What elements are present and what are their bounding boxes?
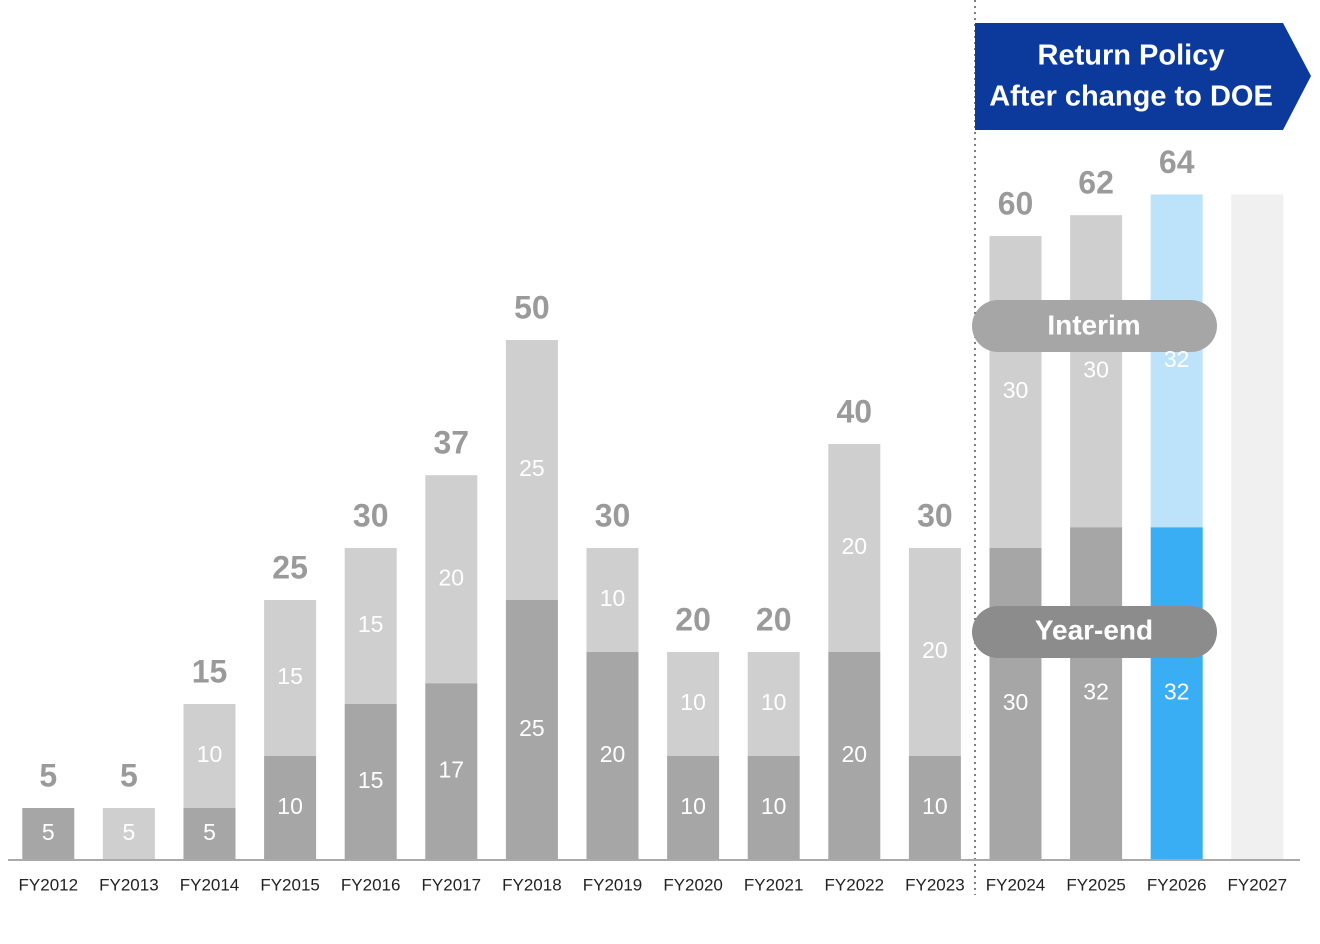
- x-tick-label: FY2021: [744, 875, 804, 894]
- x-tick-label: FY2013: [99, 875, 159, 894]
- segment-label: 20: [842, 533, 868, 559]
- bar-segment: [22, 808, 75, 860]
- total-label: 30: [595, 497, 631, 533]
- segment-label: 20: [922, 637, 948, 663]
- segment-label: 10: [680, 689, 706, 715]
- segment-label: 10: [197, 741, 223, 767]
- segment-label: 15: [358, 611, 384, 637]
- total-label: 20: [675, 601, 711, 637]
- segment-label: 30: [1083, 356, 1109, 382]
- bar-segment: [505, 340, 558, 600]
- x-tick-label: FY2018: [502, 875, 562, 894]
- x-tick-label: FY2024: [986, 875, 1046, 894]
- total-label: 37: [434, 425, 470, 461]
- total-label: 30: [917, 497, 953, 533]
- bar-segment: [264, 600, 317, 756]
- x-tick-label: FY2020: [663, 875, 723, 894]
- x-tick-label: FY2022: [825, 875, 885, 894]
- bar-segment: [989, 236, 1042, 548]
- total-label: 20: [756, 601, 792, 637]
- policy-banner: [975, 23, 1311, 130]
- x-tick-label: FY2026: [1147, 875, 1207, 894]
- segment-label: 10: [600, 585, 626, 611]
- legend-pill: [972, 606, 1217, 658]
- segment-label: 17: [439, 757, 465, 783]
- segment-label: 5: [203, 819, 216, 845]
- bar-segment: [1070, 527, 1123, 860]
- legend-pill: [972, 300, 1217, 352]
- segment-label: 32: [1164, 679, 1190, 705]
- x-tick-label: FY2012: [19, 875, 79, 894]
- x-tick-label: FY2016: [341, 875, 401, 894]
- bar-segment: [102, 808, 155, 860]
- total-label: 50: [514, 289, 550, 325]
- bar-segment: [1150, 194, 1203, 528]
- total-label: 15: [192, 653, 228, 689]
- segment-label: 10: [680, 793, 706, 819]
- segment-label: 10: [277, 793, 303, 819]
- bar-segment: [505, 600, 558, 860]
- bar-segment: [908, 548, 961, 756]
- segment-label: 25: [519, 715, 545, 741]
- bar-segment: [425, 475, 478, 684]
- bar-segment: [828, 652, 881, 860]
- total-label: 62: [1078, 165, 1114, 201]
- bar-segment: [1231, 194, 1284, 860]
- bar-segment: [908, 756, 961, 860]
- segment-label: 10: [761, 689, 787, 715]
- segment-label: 30: [1003, 377, 1029, 403]
- total-label: 60: [998, 185, 1034, 221]
- segment-label: 20: [842, 741, 868, 767]
- x-tick-label: FY2017: [422, 875, 482, 894]
- bar-segment: [586, 548, 639, 652]
- bar-segment: [828, 444, 881, 652]
- total-label: 5: [39, 757, 57, 793]
- legend-label: Interim: [1047, 309, 1140, 340]
- bar-segment: [425, 683, 478, 860]
- bar-segment: [344, 548, 397, 704]
- x-tick-label: FY2023: [905, 875, 965, 894]
- bar-segment: [667, 652, 720, 756]
- bar-segment: [747, 652, 800, 756]
- bar-segment: [586, 652, 639, 860]
- bar-segment: [183, 808, 236, 860]
- bar-segment: [1150, 527, 1203, 860]
- segment-label: 25: [519, 455, 545, 481]
- total-label: 40: [837, 393, 873, 429]
- x-tick-label: FY2025: [1066, 875, 1126, 894]
- segment-label: 32: [1083, 679, 1109, 705]
- total-label: 30: [353, 497, 389, 533]
- segment-label: 15: [358, 767, 384, 793]
- total-label: 64: [1159, 144, 1195, 180]
- total-label: 25: [272, 549, 308, 585]
- bar-segment: [667, 756, 720, 860]
- segment-label: 5: [123, 819, 136, 845]
- x-tick-label: FY2019: [583, 875, 643, 894]
- x-tick-label: FY2014: [180, 875, 240, 894]
- bar-segment: [1070, 215, 1123, 528]
- legend-label: Year-end: [1035, 614, 1153, 645]
- segment-label: 10: [761, 793, 787, 819]
- segment-label: 10: [922, 793, 948, 819]
- segment-label: 32: [1164, 346, 1190, 372]
- segment-label: 15: [277, 663, 303, 689]
- bar-segment: [989, 548, 1042, 860]
- plot: [22, 194, 1284, 860]
- total-label: 5: [120, 757, 138, 793]
- banner-line: Return Policy: [1038, 40, 1225, 72]
- bar-segment: [747, 756, 800, 860]
- bar-segment: [264, 756, 317, 860]
- banner-line: After change to DOE: [989, 81, 1273, 113]
- bar-segment: [183, 704, 236, 808]
- segment-label: 20: [439, 564, 465, 590]
- segment-label: 30: [1003, 689, 1029, 715]
- segment-label: 5: [42, 819, 55, 845]
- x-tick-label: FY2027: [1228, 875, 1288, 894]
- bar-segment: [344, 704, 397, 860]
- x-tick-label: FY2015: [260, 875, 320, 894]
- segment-label: 20: [600, 741, 626, 767]
